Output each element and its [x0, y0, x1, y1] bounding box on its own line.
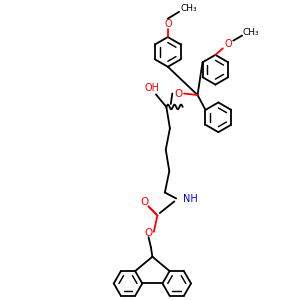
- Text: O: O: [224, 40, 232, 50]
- Text: CH₃: CH₃: [243, 28, 260, 37]
- Text: O: O: [174, 88, 182, 98]
- Text: NH: NH: [183, 194, 198, 204]
- Text: O: O: [164, 19, 172, 29]
- Text: CH₃: CH₃: [181, 4, 197, 13]
- Text: OH: OH: [145, 83, 160, 94]
- Text: O: O: [140, 197, 148, 207]
- Text: O: O: [144, 228, 153, 238]
